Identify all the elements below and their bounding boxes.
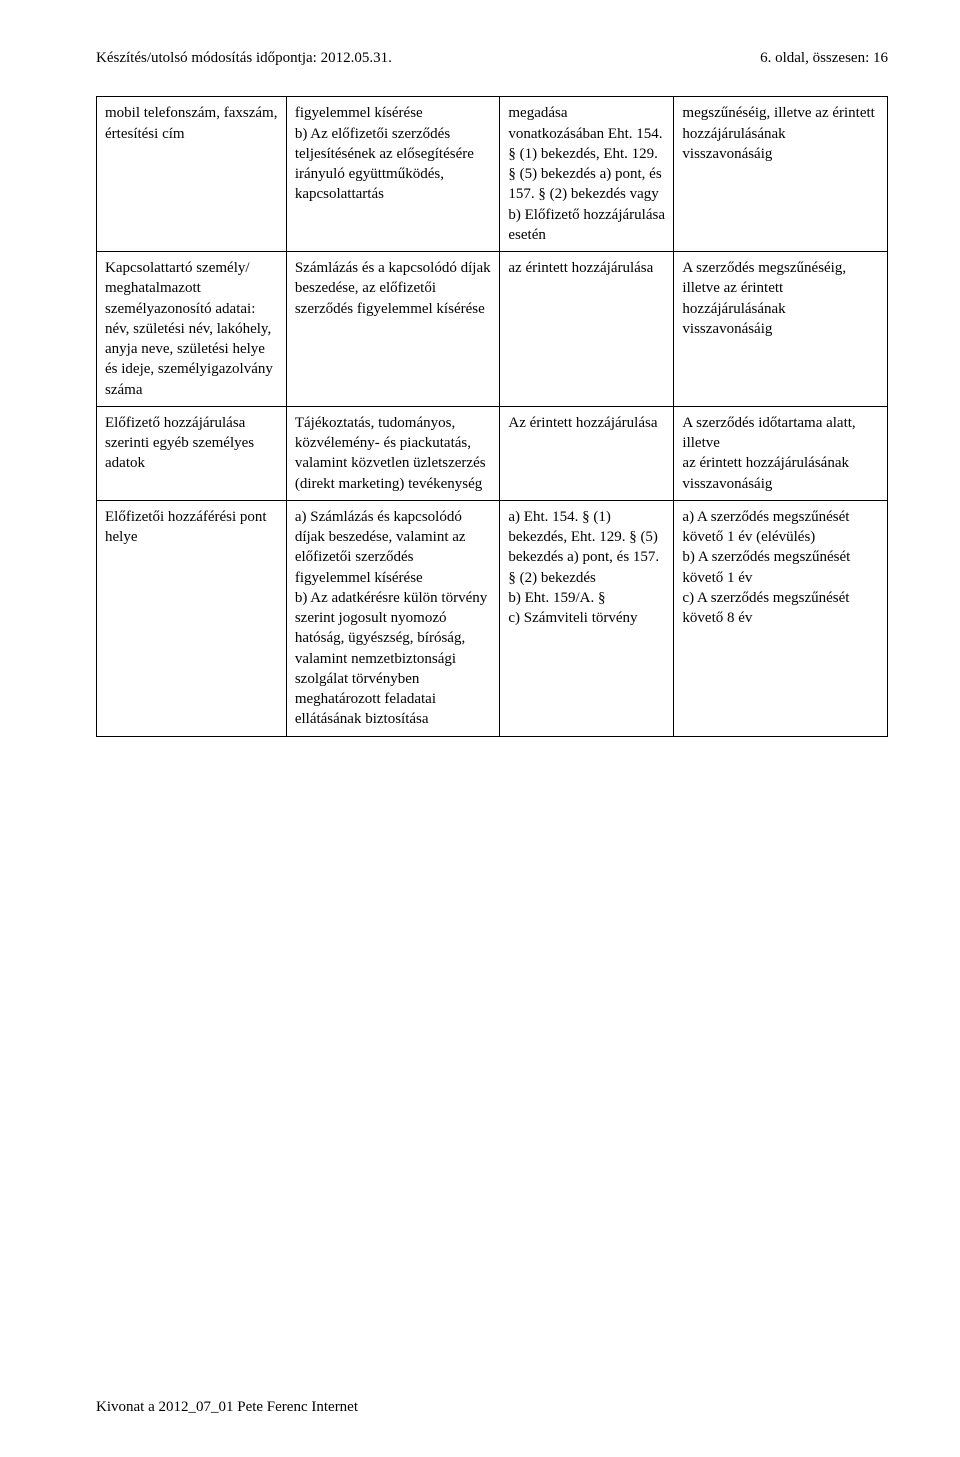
cell: figyelemmel kíséréseb) Az előfizetői sze… [286,97,500,252]
cell: Az érintett hozzájárulása [500,406,674,500]
data-table: mobil telefonszám, faxszám, értesítési c… [96,96,888,736]
cell: a) Számlázás és kapcsolódó díjak beszedé… [286,500,500,736]
cell: az érintett hozzájárulása [500,252,674,407]
cell: A szerződés időtartama alatt, illetveaz … [674,406,888,500]
page-footer: Kivonat a 2012_07_01 Pete Ferenc Interne… [96,1397,358,1417]
page-header: Készítés/utolsó módosítás időpontja: 201… [96,48,888,68]
document-page: Készítés/utolsó módosítás időpontja: 201… [0,0,960,1457]
cell: megszűnéséig, illetve az érintett hozzáj… [674,97,888,252]
table-row: Előfizetői hozzáférési ponthelye a) Szám… [97,500,888,736]
table-row: mobil telefonszám, faxszám, értesítési c… [97,97,888,252]
table-row: Kapcsolattartó személy/ meghatalmazott s… [97,252,888,407]
cell: megadása vonatkozásában Eht. 154. § (1) … [500,97,674,252]
cell: Előfizető hozzájárulása szerinti egyéb s… [97,406,287,500]
cell: Tájékoztatás, tudományos, közvélemény- é… [286,406,500,500]
cell: Számlázás és a kapcsolódó díjak beszedés… [286,252,500,407]
cell: Előfizetői hozzáférési ponthelye [97,500,287,736]
cell: a) A szerződés megszűnését követő 1 év (… [674,500,888,736]
header-left: Készítés/utolsó módosítás időpontja: 201… [96,48,392,68]
cell: A szerződés megszűnéséig, illetve az éri… [674,252,888,407]
cell: Kapcsolattartó személy/ meghatalmazott s… [97,252,287,407]
table-row: Előfizető hozzájárulása szerinti egyéb s… [97,406,888,500]
cell: a) Eht. 154. § (1) bekezdés, Eht. 129. §… [500,500,674,736]
cell: mobil telefonszám, faxszám, értesítési c… [97,97,287,252]
header-right: 6. oldal, összesen: 16 [760,48,888,68]
